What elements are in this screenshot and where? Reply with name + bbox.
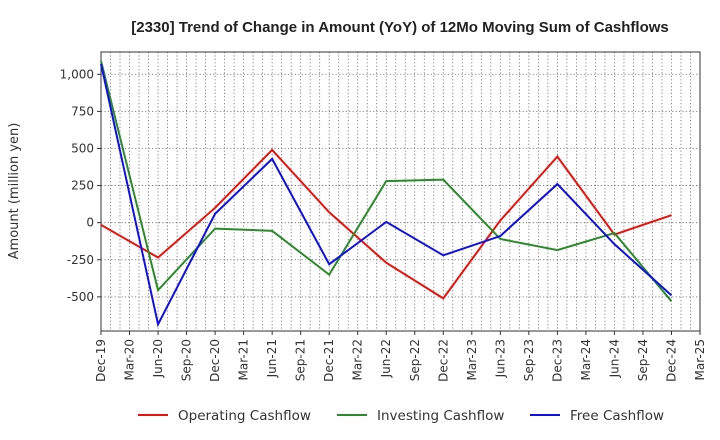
x-tick-label: Sep-24 xyxy=(636,339,650,381)
x-tick-label: Mar-22 xyxy=(351,339,365,380)
series-lines xyxy=(100,60,673,328)
x-tick-label: Dec-22 xyxy=(436,339,450,382)
x-tick-label: Mar-24 xyxy=(579,339,593,380)
y-tick-label: 500 xyxy=(71,141,94,155)
legend-item-free-cashflow: Free Cashflow xyxy=(530,408,664,424)
legend-label: Operating Cashflow xyxy=(178,408,311,424)
y-tick-label: 750 xyxy=(71,104,94,118)
legend-label: Free Cashflow xyxy=(570,408,664,424)
x-tick-label: Mar-21 xyxy=(237,339,251,380)
y-tick-label: -500 xyxy=(67,290,94,304)
grid xyxy=(101,52,700,331)
series-line-free-cashflow xyxy=(100,63,673,328)
y-axis-label: Amount (million yen) xyxy=(7,123,22,260)
legend-label: Investing Cashflow xyxy=(377,408,504,424)
y-axis-ticks: -500 -250 0 250 500 750 1,000 xyxy=(60,67,101,304)
series-line-operating-cashflow xyxy=(100,148,672,300)
legend: Operating Cashflow Investing Cashflow Free… xyxy=(138,408,664,424)
legend-item-investing-cashflow: Investing Cashflow xyxy=(337,408,504,424)
x-tick-label: Jun-24 xyxy=(607,339,621,378)
x-tick-label: Sep-23 xyxy=(522,339,536,381)
x-tick-label: Dec-24 xyxy=(664,339,678,382)
y-tick-label: 1,000 xyxy=(60,67,94,81)
y-tick-label: 0 xyxy=(86,216,94,230)
x-tick-label: Jun-21 xyxy=(265,339,279,378)
x-tick-label: Mar-23 xyxy=(465,339,479,380)
x-tick-label: Jun-20 xyxy=(151,339,165,378)
x-tick-label: Mar-25 xyxy=(693,339,707,380)
y-tick-label: -250 xyxy=(67,253,94,267)
x-tick-label: Sep-21 xyxy=(294,339,308,381)
x-axis-ticks: Dec-19 Mar-20 Jun-20 Sep-20 Dec-20 Mar-21 Jun-… xyxy=(94,331,707,382)
y-tick-label: 250 xyxy=(71,179,94,193)
x-tick-label: Sep-22 xyxy=(408,339,422,381)
chart-title: [2330] Trend of Change in Amount (YoY) o… xyxy=(131,19,669,36)
x-tick-label: Dec-21 xyxy=(322,339,336,382)
plot-frame xyxy=(100,51,701,332)
x-tick-label: Jun-23 xyxy=(493,339,507,378)
x-tick-label: Sep-20 xyxy=(180,339,194,381)
legend-item-operating-cashflow: Operating Cashflow xyxy=(138,408,311,424)
x-tick-label: Dec-19 xyxy=(94,339,108,382)
x-tick-label: Dec-23 xyxy=(550,339,564,382)
x-tick-label: Dec-20 xyxy=(208,339,222,382)
x-tick-label: Jun-22 xyxy=(379,339,393,378)
x-tick-label: Mar-20 xyxy=(123,339,137,380)
